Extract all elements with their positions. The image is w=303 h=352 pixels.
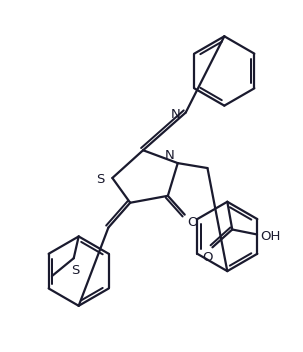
Text: S: S <box>72 264 80 277</box>
Text: N: N <box>165 149 175 162</box>
Text: N: N <box>171 108 181 121</box>
Text: O: O <box>187 216 198 229</box>
Text: OH: OH <box>261 230 281 243</box>
Text: S: S <box>96 174 105 187</box>
Text: O: O <box>202 251 213 264</box>
